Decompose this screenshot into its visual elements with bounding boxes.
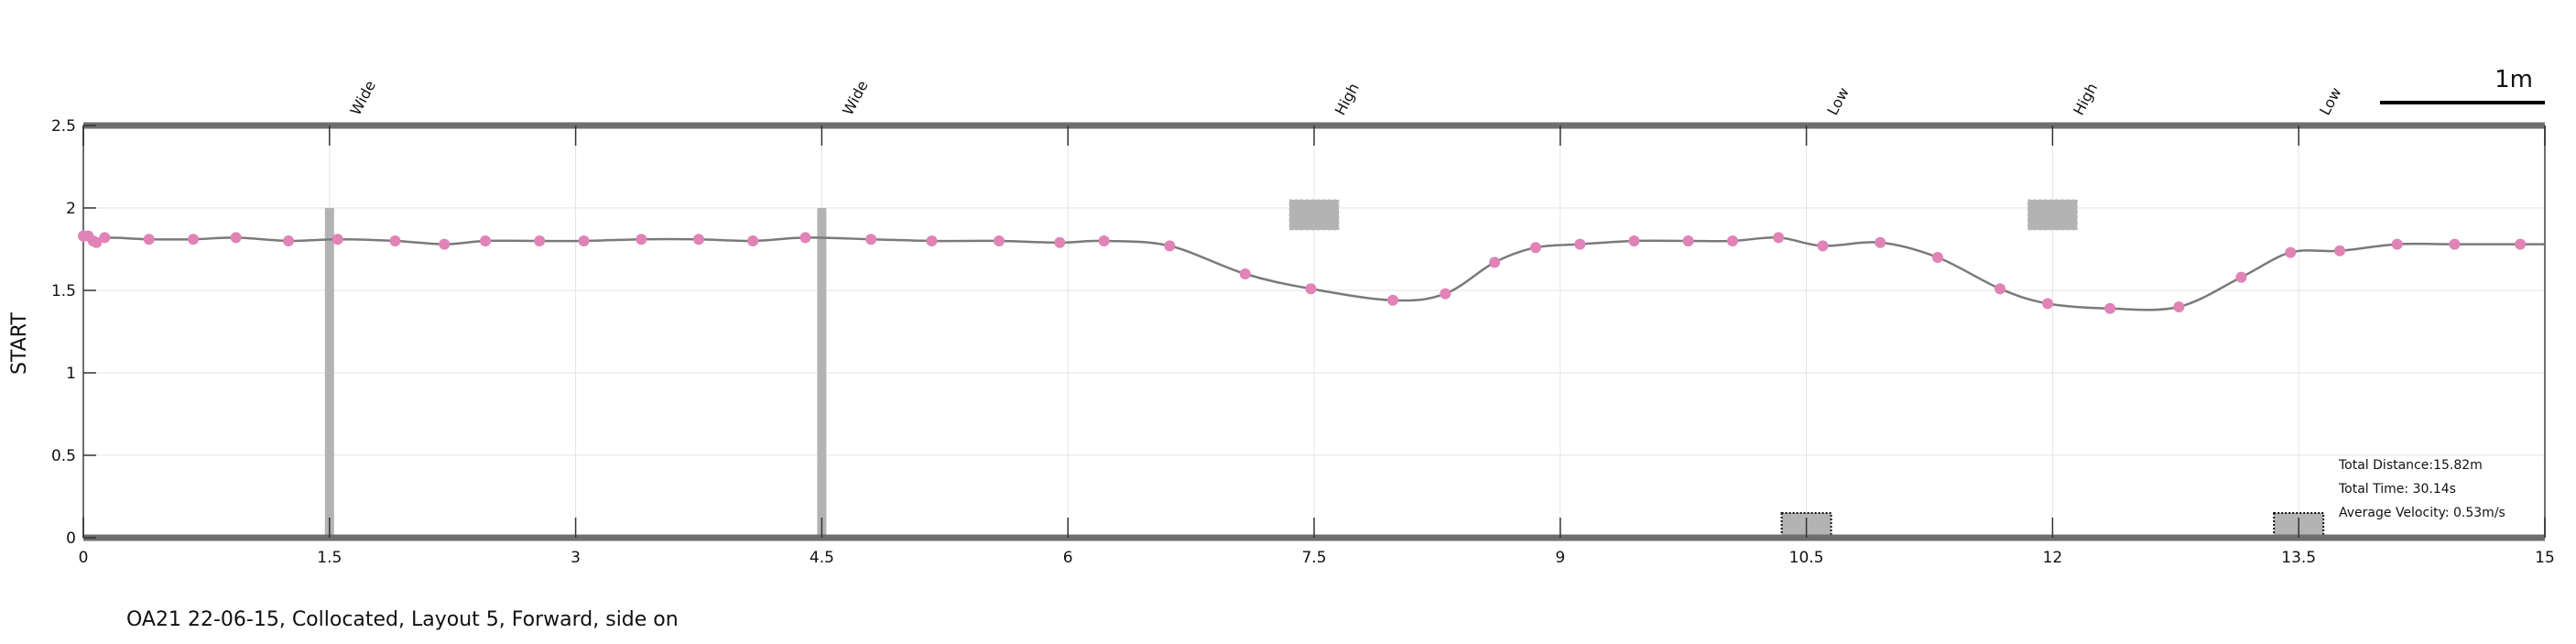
trajectory-point-31	[1574, 238, 1586, 250]
trajectory-point-43	[2235, 271, 2247, 283]
trajectory-point-18	[799, 232, 811, 244]
trajectory-point-25	[1239, 268, 1251, 279]
scale-bar-label: 1m	[2494, 66, 2533, 93]
high-obstacle-box-2	[1288, 199, 1340, 231]
x-tick-label-8: 12	[2043, 549, 2063, 567]
trajectory-point-47	[2449, 238, 2461, 250]
trajectory-point-27	[1387, 294, 1399, 306]
x-tick-label-9: 13.5	[2281, 549, 2316, 567]
trajectory-point-26	[1305, 283, 1317, 295]
y-tick-label-3: 1.5	[51, 282, 76, 300]
obstacle-markers	[324, 199, 2325, 539]
trajectory-point-32	[1628, 235, 1640, 246]
trajectory-point-19	[865, 234, 877, 246]
trajectory-point-24	[1164, 240, 1176, 252]
trajectory-point-29	[1489, 257, 1501, 268]
trajectory-point-36	[1817, 240, 1829, 252]
trajectory-point-23	[1098, 235, 1110, 246]
x-tick-label-2: 3	[571, 549, 581, 567]
y-axis-label: START	[8, 312, 31, 375]
trajectory-point-45	[2334, 245, 2345, 257]
trajectory-point-37	[1875, 236, 1886, 248]
scale-bar: 1m	[2380, 66, 2545, 104]
trajectory-point-17	[747, 235, 759, 246]
trajectory-point-34	[1726, 235, 1738, 246]
trajectory-point-8	[283, 235, 294, 246]
x-tick-label-0: 0	[79, 549, 89, 567]
trajectory-point-15	[636, 234, 647, 246]
figure-caption: OA21 22-06-15, Collocated, Layout 5, For…	[126, 608, 679, 631]
trajectory-point-9	[332, 234, 343, 246]
total-time-text: Total Time: 30.14s	[2338, 482, 2456, 497]
trajectory-point-30	[1529, 242, 1541, 254]
trajectory-point-48	[2515, 238, 2527, 250]
obstacle-label-5: Low	[2316, 84, 2345, 118]
axis-ticks: 0 1.5 3 4.5 6 7.5 9 10.5 12 13.5 15 0 0.5 1 1.5 2 2.5	[51, 117, 2555, 567]
trajectory-point-12	[480, 235, 492, 246]
trajectory-point-6	[188, 234, 200, 246]
trajectory-point-10	[389, 235, 401, 246]
trajectory-point-33	[1682, 235, 1694, 246]
trajectory-point-44	[2285, 246, 2297, 258]
trajectory-point-7	[230, 232, 242, 244]
trajectory-point-35	[1773, 232, 1785, 244]
obstacle-label-2: High	[1331, 80, 1363, 117]
obstacle-label-4: High	[2070, 80, 2101, 117]
trajectory-point-14	[578, 235, 590, 246]
y-tick-label-2: 1	[66, 365, 76, 383]
trajectory-point-3	[91, 236, 103, 248]
total-distance-text: Total Distance:15.82m	[2338, 458, 2483, 473]
trajectory-point-16	[693, 234, 704, 246]
x-tick-label-4: 6	[1063, 549, 1073, 567]
obstacle-label-0: Wide	[347, 78, 380, 118]
trajectory-point-13	[534, 235, 546, 246]
trajectory-point-4	[99, 232, 111, 244]
trajectory-point-20	[926, 235, 938, 246]
trajectory-point-42	[2173, 301, 2185, 312]
obstacle-label-1: Wide	[839, 78, 872, 118]
obstacle-label-3: Low	[1823, 84, 1853, 118]
trajectory-point-21	[993, 235, 1005, 246]
x-tick-label-7: 10.5	[1789, 549, 1824, 567]
y-tick-label-4: 2	[66, 200, 76, 218]
trajectory-point-28	[1440, 288, 1451, 300]
trajectory-point-38	[1931, 252, 1943, 263]
x-tick-label-10: 15	[2535, 549, 2555, 567]
trajectory-point-41	[2104, 302, 2116, 314]
y-tick-label-0: 0	[66, 529, 76, 548]
high-obstacle-box-4	[2027, 199, 2078, 231]
wide-obstacle-bar-1	[817, 208, 827, 538]
x-tick-label-6: 9	[1555, 549, 1565, 567]
average-velocity-text: Average Velocity: 0.53m/s	[2339, 506, 2505, 520]
wide-obstacle-bar-0	[324, 208, 334, 538]
trajectory-points	[78, 230, 2527, 314]
x-tick-label-5: 7.5	[1301, 549, 1326, 567]
trajectory-point-40	[2042, 298, 2054, 310]
y-tick-label-5: 2.5	[51, 117, 76, 136]
trajectory-point-46	[2391, 238, 2403, 250]
trajectory-point-5	[143, 234, 155, 246]
summary-stats: Total Distance:15.82m Total Time: 30.14s…	[2338, 458, 2505, 520]
x-tick-label-3: 4.5	[810, 549, 834, 567]
x-tick-label-1: 1.5	[317, 549, 342, 567]
y-tick-label-1: 0.5	[51, 447, 76, 465]
grid-lines	[82, 125, 2546, 539]
trajectory-point-39	[1994, 283, 2006, 295]
obstacle-labels: Wide Wide High Low High Low	[347, 78, 2345, 118]
trajectory-point-22	[1054, 236, 1066, 248]
trajectory-point-11	[439, 238, 451, 250]
